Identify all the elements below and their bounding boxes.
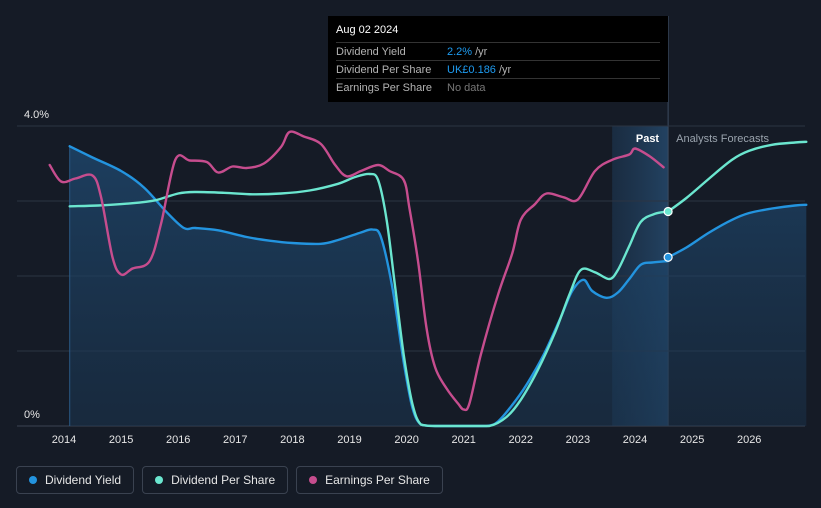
- area-fills: [69, 146, 807, 427]
- tooltip-unit: /yr: [498, 63, 512, 76]
- x-tick-2018: 2018: [280, 434, 304, 446]
- line-dividend-per-share: [68, 172, 670, 428]
- x-tick-2024: 2024: [623, 434, 647, 446]
- x-tick-2020: 2020: [394, 434, 418, 446]
- legend-dot-icon: [309, 476, 318, 484]
- x-tick-2021: 2021: [451, 434, 475, 446]
- legend-item-dividend-yield[interactable]: Dividend Yield: [16, 466, 135, 494]
- line-earnings-per-share: [48, 130, 665, 412]
- tooltip-row-dividend-per-share: Dividend Per Share UK£0.186 /yr: [336, 61, 660, 79]
- zone-label-past: Past: [636, 133, 660, 145]
- tooltip-value: No data: [447, 81, 486, 94]
- tooltip-key: Earnings Per Share: [336, 81, 432, 94]
- x-tick-2016: 2016: [166, 434, 190, 446]
- tooltip-row-dividend-yield: Dividend Yield 2.2% /yr: [336, 43, 660, 61]
- tooltip-date: Aug 02 2024: [336, 24, 660, 43]
- tooltip-row-earnings-per-share: Earnings Per Share No data: [336, 79, 660, 96]
- tooltip: Aug 02 2024 Dividend Yield 2.2% /yr Divi…: [328, 16, 668, 102]
- x-tick-2025: 2025: [680, 434, 704, 446]
- tooltip-unit: /yr: [475, 45, 488, 58]
- marker-1: [663, 252, 673, 262]
- tooltip-value: UK£0.186: [447, 63, 496, 76]
- legend-label: Dividend Yield: [45, 473, 122, 487]
- legend-label: Earnings Per Share: [325, 473, 430, 487]
- x-tick-2014: 2014: [52, 434, 76, 446]
- y-tick-top: 4.0%: [24, 109, 49, 121]
- legend-item-earnings-per-share[interactable]: Earnings Per Share: [296, 466, 443, 494]
- x-tick-2019: 2019: [337, 434, 361, 446]
- x-axis: 2014 2015 2016 2017 2018 2019 2020 2021 2022 2023…: [52, 434, 762, 446]
- x-tick-2017: 2017: [223, 434, 247, 446]
- legend-dot-icon: [155, 476, 164, 484]
- area-dividend-yield-forecast: [668, 204, 807, 426]
- series-lines: [48, 130, 808, 428]
- line-dividend-per-share-forecast: [666, 140, 808, 213]
- y-axis: 4.0% 0%: [24, 109, 49, 421]
- area-dividend-yield: [69, 146, 669, 427]
- legend: Dividend Yield Dividend Per Share Earnin…: [16, 466, 443, 494]
- x-tick-2015: 2015: [109, 434, 133, 446]
- x-tick-2026: 2026: [737, 434, 761, 446]
- tooltip-value: 2.2%: [447, 45, 473, 58]
- legend-label: Dividend Per Share: [171, 473, 276, 487]
- y-tick-bottom: 0%: [24, 409, 40, 421]
- legend-dot-icon: [29, 476, 37, 484]
- x-tick-2023: 2023: [566, 434, 590, 446]
- legend-item-dividend-per-share[interactable]: Dividend Per Share: [142, 466, 289, 494]
- x-tick-2022: 2022: [509, 434, 533, 446]
- tooltip-key: Dividend Yield: [336, 45, 406, 58]
- tooltip-key: Dividend Per Share: [336, 63, 432, 76]
- line-dividend-yield-forecast: [666, 203, 808, 259]
- point-markers: [663, 206, 673, 262]
- marker-0: [663, 206, 673, 217]
- zone-label-forecast: Analysts Forecasts: [676, 133, 769, 145]
